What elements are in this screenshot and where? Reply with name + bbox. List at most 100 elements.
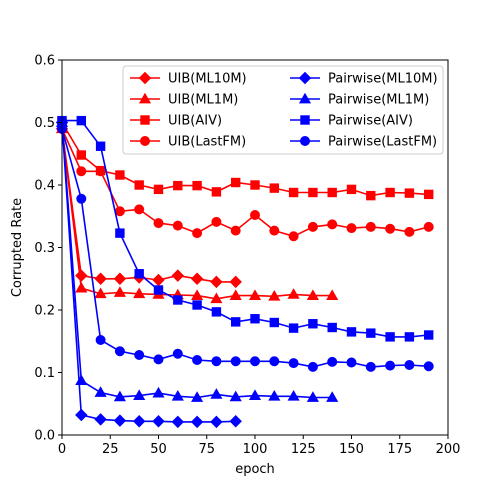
series-7-point-19	[423, 361, 434, 372]
series-7-point-1	[76, 193, 87, 204]
series-6-point-1	[76, 115, 86, 126]
series-7-point-18	[404, 360, 415, 370]
series-0-point-3	[113, 272, 127, 285]
series-7-point-2	[95, 335, 106, 345]
series-3-point-6	[172, 220, 183, 231]
series-5-point-14	[326, 391, 339, 402]
series-2-point-12	[288, 187, 299, 198]
series-3-point-3	[114, 206, 125, 217]
series-0-point-7	[190, 272, 204, 285]
series-4-point-1	[75, 408, 88, 422]
series-7-point-7	[192, 355, 203, 365]
series-2-point-17	[385, 187, 395, 198]
series-5-point-5	[152, 386, 165, 398]
series-7-point-3	[114, 346, 125, 357]
series-3-point-13	[307, 221, 318, 232]
series-2-point-3	[115, 170, 125, 180]
series-5-point-9	[229, 390, 242, 402]
series-5-point-7	[191, 391, 204, 402]
series-4-point-9	[229, 415, 242, 428]
series-0-point-6	[171, 269, 185, 282]
series-5-point-8	[210, 388, 223, 399]
series-1-point-12	[287, 288, 300, 299]
series-7-point-17	[385, 360, 396, 371]
series-6-point-11	[269, 317, 280, 328]
series-1-point-1	[75, 281, 88, 293]
series-5-point-4	[133, 389, 146, 401]
series-5-point-3	[113, 390, 126, 402]
series-2-point-14	[327, 187, 337, 198]
series-7	[57, 123, 434, 372]
legend-item-0: UIB(ML10M)	[130, 72, 247, 87]
series-6-point-12	[288, 323, 299, 333]
series-5	[55, 116, 339, 402]
series-0-point-5	[152, 273, 165, 287]
x-tick-label-8: 200	[436, 442, 461, 457]
series-4-point-7	[190, 415, 204, 429]
series-4	[55, 116, 242, 429]
series-4-point-3	[113, 414, 127, 427]
x-tick-label-7: 175	[387, 442, 412, 457]
legend-marker-3	[140, 136, 150, 146]
legend-label-5: Pairwise(ML1M)	[328, 93, 429, 108]
legend-label-4: Pairwise(ML10M)	[328, 72, 438, 87]
series-0-point-8	[210, 275, 223, 289]
x-tick-label-0: 0	[58, 442, 66, 457]
y-tick-label-0: 0.0	[34, 429, 55, 444]
series-1-point-2	[94, 287, 107, 299]
series-5-point-10	[248, 389, 262, 401]
legend-label-0: UIB(ML10M)	[168, 72, 247, 87]
series-5-point-6	[171, 390, 184, 401]
series-6-point-5	[153, 285, 164, 295]
series-1-point-3	[113, 286, 126, 297]
series-2-point-18	[404, 188, 415, 198]
series-3-point-4	[134, 204, 145, 215]
series-7-point-10	[250, 356, 260, 367]
series-2-point-6	[173, 180, 183, 191]
series-6	[57, 115, 434, 342]
series-6-point-8	[211, 307, 222, 317]
series-3	[57, 123, 434, 242]
series-6-point-19	[424, 330, 434, 340]
series-7-point-8	[211, 356, 222, 367]
series-7-point-12	[288, 358, 299, 369]
legend-marker-4	[298, 71, 312, 85]
series-1-point-13	[306, 289, 319, 301]
x-tick-label-3: 75	[198, 442, 215, 457]
series-7-point-16	[365, 361, 376, 372]
legend-marker-2	[140, 115, 150, 125]
legend-label-1: UIB(ML1M)	[168, 93, 238, 108]
series-layer	[55, 115, 434, 429]
series-6-point-15	[346, 327, 357, 337]
series-0-point-9	[229, 275, 242, 289]
series-2-point-7	[192, 180, 202, 191]
series-7-point-6	[172, 348, 183, 359]
y-tick-label-4: 0.4	[34, 179, 55, 194]
series-7-point-14	[327, 356, 338, 367]
y-tick-label-2: 0.2	[34, 304, 55, 319]
x-tick-label-4: 100	[243, 442, 268, 457]
legend-marker-1	[138, 92, 152, 104]
legend-label-6: Pairwise(AIV)	[328, 114, 413, 129]
series-6-point-17	[385, 332, 395, 342]
series-2-point-16	[366, 190, 376, 201]
series-3-point-5	[153, 218, 164, 229]
series-6-point-16	[366, 328, 376, 338]
series-1-point-11	[268, 290, 281, 301]
x-tick-label-5: 125	[291, 442, 316, 457]
series-6-point-7	[192, 300, 202, 310]
series-2-point-13	[308, 187, 318, 198]
series-4-point-8	[210, 415, 223, 429]
series-6-point-6	[173, 295, 183, 305]
legend-item-1: UIB(ML1M)	[130, 93, 238, 108]
series-7-point-4	[134, 350, 145, 360]
legend-marker-0	[138, 71, 152, 85]
series-2-point-11	[269, 183, 280, 193]
series-6-point-2	[95, 141, 106, 151]
series-7-point-15	[346, 357, 357, 368]
series-3-point-9	[230, 225, 241, 236]
series-3-point-11	[269, 225, 280, 236]
series-4-point-4	[132, 415, 146, 428]
series-7-point-13	[307, 361, 318, 372]
series-5-point-2	[94, 386, 107, 397]
